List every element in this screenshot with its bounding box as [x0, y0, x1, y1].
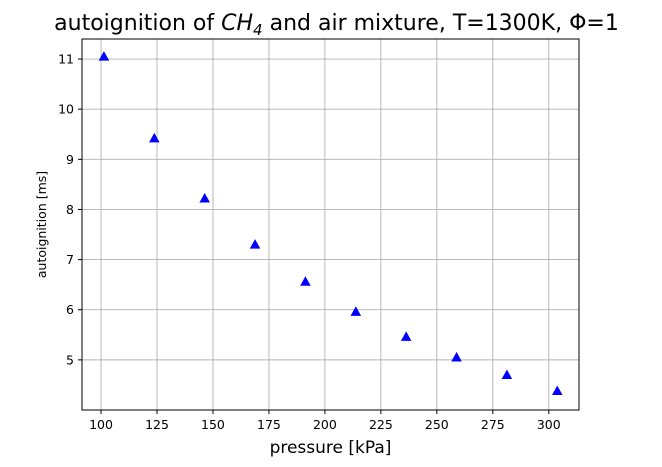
data-point: [250, 240, 259, 248]
grid-layer: [82, 39, 579, 410]
x-tick-label: 175: [257, 417, 281, 432]
y-axis-label: autoignition [ms]: [34, 171, 49, 278]
title-species: CH: [221, 11, 253, 36]
data-point: [452, 353, 461, 361]
data-point: [301, 277, 310, 285]
axis-ticks: 100 125 150 175 200 225 250 275 300 5 6 7 8 9 10 11: [58, 52, 561, 432]
x-tick-label: 300: [537, 417, 561, 432]
y-tick-label: 9: [66, 152, 74, 167]
data-point: [502, 370, 511, 378]
title-suffix: and air mixture, T=1300K, Φ=1: [263, 11, 619, 36]
title-subscript: 4: [253, 21, 263, 39]
data-point: [402, 332, 411, 340]
x-tick-label: 100: [89, 417, 113, 432]
y-tick-label: 7: [66, 252, 74, 267]
y-tick-label: 5: [66, 352, 74, 367]
chart-title: autoignition of CH4 and air mixture, T=1…: [54, 11, 619, 39]
x-tick-label: 250: [425, 417, 449, 432]
x-tick-label: 125: [145, 417, 169, 432]
x-tick-label: 150: [201, 417, 225, 432]
data-point: [553, 386, 562, 394]
y-tick-label: 8: [66, 202, 74, 217]
y-tick-label: 11: [58, 52, 74, 67]
data-point: [150, 134, 159, 142]
data-point: [200, 194, 209, 202]
x-tick-label: 225: [369, 417, 393, 432]
x-axis-label: pressure [kPa]: [270, 438, 392, 458]
title-prefix: autoignition of: [54, 11, 221, 36]
x-tick-label: 200: [313, 417, 337, 432]
x-tick-label: 275: [481, 417, 505, 432]
y-tick-label: 10: [58, 102, 74, 117]
data-point: [351, 307, 360, 315]
y-tick-label: 6: [66, 302, 74, 317]
